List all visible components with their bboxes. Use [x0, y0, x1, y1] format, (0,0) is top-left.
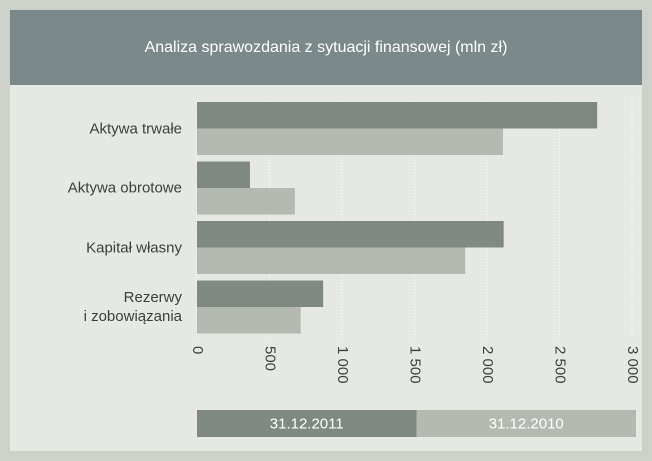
chart-title: Analiza sprawozdania z sytuacji finansow… — [145, 39, 508, 56]
bar — [197, 102, 598, 129]
category-label: Rezerwy i zobowiązania — [83, 289, 182, 325]
x-tick-label: 3 000 — [624, 346, 641, 384]
x-tick-label: 500 — [262, 346, 279, 371]
bar — [197, 221, 504, 248]
bar — [197, 188, 295, 215]
x-tick-label: 2 000 — [479, 346, 496, 384]
x-tick-label: 2 500 — [552, 346, 569, 384]
bar — [197, 280, 324, 307]
x-tick-label: 0 — [189, 346, 206, 354]
bar — [197, 307, 301, 334]
legend-label: 31.12.2010 — [489, 415, 564, 432]
category-label: Kapitał własny — [86, 239, 182, 256]
legend-swatch — [197, 410, 417, 437]
category-label: Aktywa obrotowe — [67, 179, 182, 197]
legend-swatch — [416, 410, 636, 437]
category-label: Aktywa trwałe — [89, 120, 182, 137]
legend-label: 31.12.2011 — [270, 415, 344, 432]
x-tick-label: 1 500 — [407, 346, 424, 384]
bar — [197, 247, 466, 274]
bar — [197, 128, 503, 155]
header — [10, 10, 642, 85]
bar — [197, 161, 250, 188]
x-tick-label: 1 000 — [334, 346, 351, 384]
